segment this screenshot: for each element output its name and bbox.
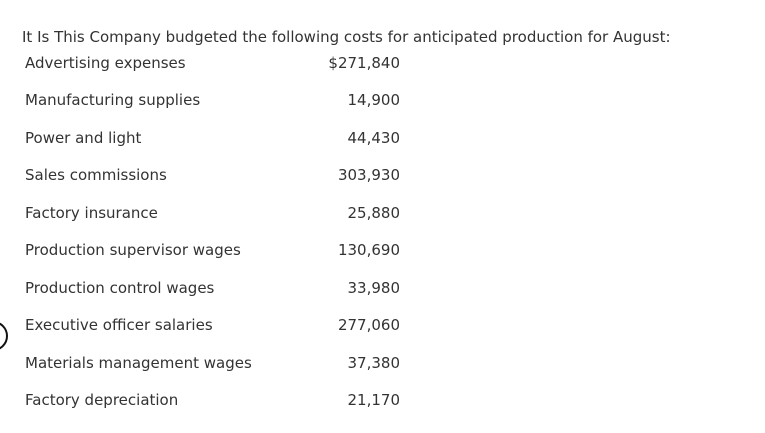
- cost-amount: 303,930: [337, 166, 400, 185]
- table-row: Advertising expenses $271,840: [18, 44, 400, 82]
- table-row: Production control wages 33,980: [18, 269, 400, 307]
- table-row: Sales commissions 303,930: [18, 157, 400, 195]
- cost-amount: 277,060: [337, 316, 400, 335]
- cost-label: Sales commissions: [25, 166, 167, 185]
- cost-label: Executive officer salaries: [25, 316, 213, 335]
- cost-amount: 37,380: [347, 353, 401, 372]
- cost-amount: 130,690: [337, 241, 400, 260]
- cost-label: Production control wages: [25, 278, 215, 297]
- cost-label: Factory insurance: [25, 203, 158, 222]
- intro-text: It Is This Company budgeted the followin…: [22, 28, 671, 46]
- cost-label: Power and light: [25, 128, 142, 147]
- cost-amount: 25,880: [347, 203, 401, 222]
- cost-label: Factory depreciation: [25, 391, 179, 410]
- table-row: Factory insurance 25,880: [18, 194, 400, 232]
- table-row: Power and light 44,430: [18, 119, 400, 157]
- cost-table: Advertising expenses $271,840 Manufactur…: [18, 44, 400, 419]
- cost-amount: $271,840: [328, 53, 400, 72]
- table-row: Production supervisor wages 130,690: [18, 232, 400, 270]
- cost-label: Manufacturing supplies: [25, 91, 201, 110]
- partial-circle-icon: [0, 321, 8, 351]
- table-row: Materials management wages 37,380: [18, 344, 400, 382]
- cost-amount: 33,980: [347, 278, 401, 297]
- cost-amount: 14,900: [347, 91, 401, 110]
- table-row: Manufacturing supplies 14,900: [18, 82, 400, 120]
- table-row: Factory depreciation 21,170: [18, 382, 400, 420]
- cost-amount: 21,170: [347, 391, 401, 410]
- cost-label: Materials management wages: [25, 353, 252, 372]
- cost-amount: 44,430: [347, 128, 401, 147]
- table-row: Executive officer salaries 277,060: [18, 307, 400, 345]
- cost-label: Production supervisor wages: [25, 241, 241, 260]
- cost-label: Advertising expenses: [25, 53, 186, 72]
